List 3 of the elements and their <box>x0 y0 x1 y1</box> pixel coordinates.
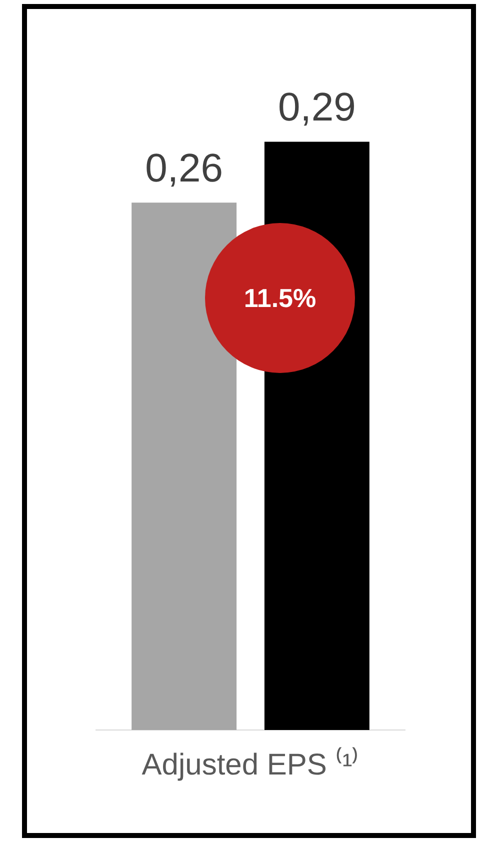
x-tick-label: Adjusted EPS ⁽¹⁾ <box>142 746 360 782</box>
data-label: 0,26 <box>145 146 223 191</box>
data-label: 0,29 <box>278 86 356 130</box>
